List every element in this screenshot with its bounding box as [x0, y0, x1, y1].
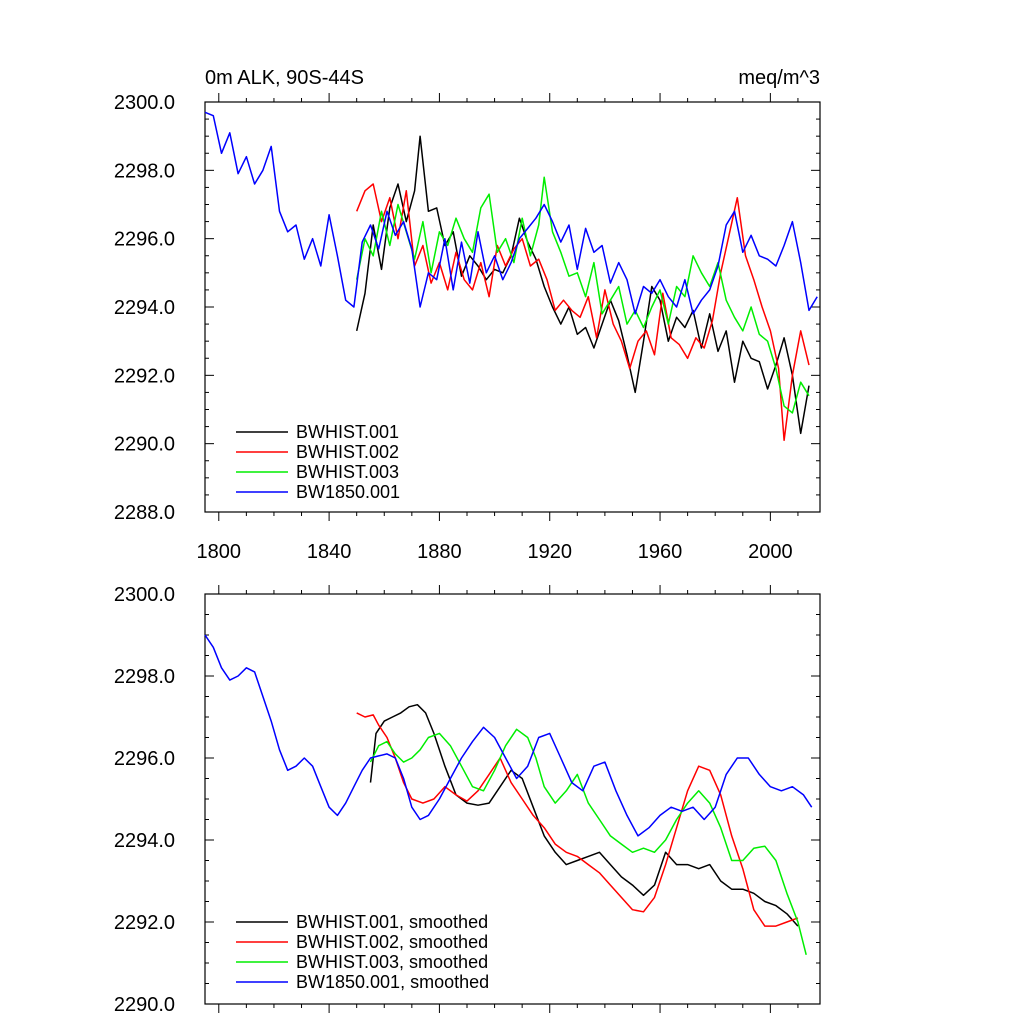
legend-label: BWHIST.002, smoothed — [296, 932, 488, 952]
series-line-bwhist-001-smoothed — [369, 703, 799, 927]
y-tick-label: 2300.0 — [114, 92, 175, 114]
series-line-bwhist-003-smoothed — [369, 728, 807, 955]
x-tick-label: 1880 — [417, 541, 462, 563]
y-tick-label: 2296.0 — [114, 748, 175, 770]
y-tick-label: 2288.0 — [114, 502, 175, 524]
y-tick-label: 2296.0 — [114, 229, 175, 251]
series-line-bw1850-001 — [204, 111, 818, 315]
y-tick-label: 2294.0 — [114, 297, 175, 319]
top-panel: 0m ALK, 90S-44S meq/m^3 2288.0 2290.0 2292… — [114, 67, 821, 563]
legend-label: BWHIST.002 — [296, 442, 399, 462]
x-tick-label: 1960 — [638, 541, 683, 563]
x-tick-label: 1800 — [197, 541, 242, 563]
y-tick-label: 2290.0 — [114, 994, 175, 1016]
x-tick-label: 1840 — [307, 541, 352, 563]
legend-label: BWHIST.001 — [296, 422, 399, 442]
top-panel-title: 0m ALK, 90S-44S — [205, 67, 364, 89]
y-tick-label: 2290.0 — [114, 434, 175, 456]
top-panel-units: meq/m^3 — [738, 67, 820, 89]
series-line-bwhist-002-smoothed — [356, 712, 799, 927]
x-tick-label: 1920 — [527, 541, 572, 563]
y-tick-label: 2292.0 — [114, 365, 175, 387]
series-line-bwhist-003 — [355, 176, 810, 414]
y-tick-label: 2294.0 — [114, 830, 175, 852]
x-tick-label: 2000 — [748, 541, 793, 563]
legend-label: BW1850.001, smoothed — [296, 972, 489, 992]
bottom-panel: 2290.0 2292.0 2294.0 2296.0 2298.0 2300.0 BWH… — [114, 584, 821, 1016]
legend-label: BWHIST.001, smoothed — [296, 912, 488, 932]
series-line-bw1850-001-smoothed — [204, 634, 813, 837]
legend-label: BW1850.001 — [296, 482, 400, 502]
legend-label: BWHIST.003 — [296, 462, 399, 482]
y-tick-label: 2292.0 — [114, 912, 175, 934]
series-line-bwhist-002 — [356, 183, 810, 442]
legend-label: BWHIST.003, smoothed — [296, 952, 488, 972]
y-tick-label: 2298.0 — [114, 666, 175, 688]
series-line-bwhist-001 — [355, 135, 810, 435]
y-tick-label: 2298.0 — [114, 160, 175, 182]
y-tick-label: 2300.0 — [114, 584, 175, 606]
